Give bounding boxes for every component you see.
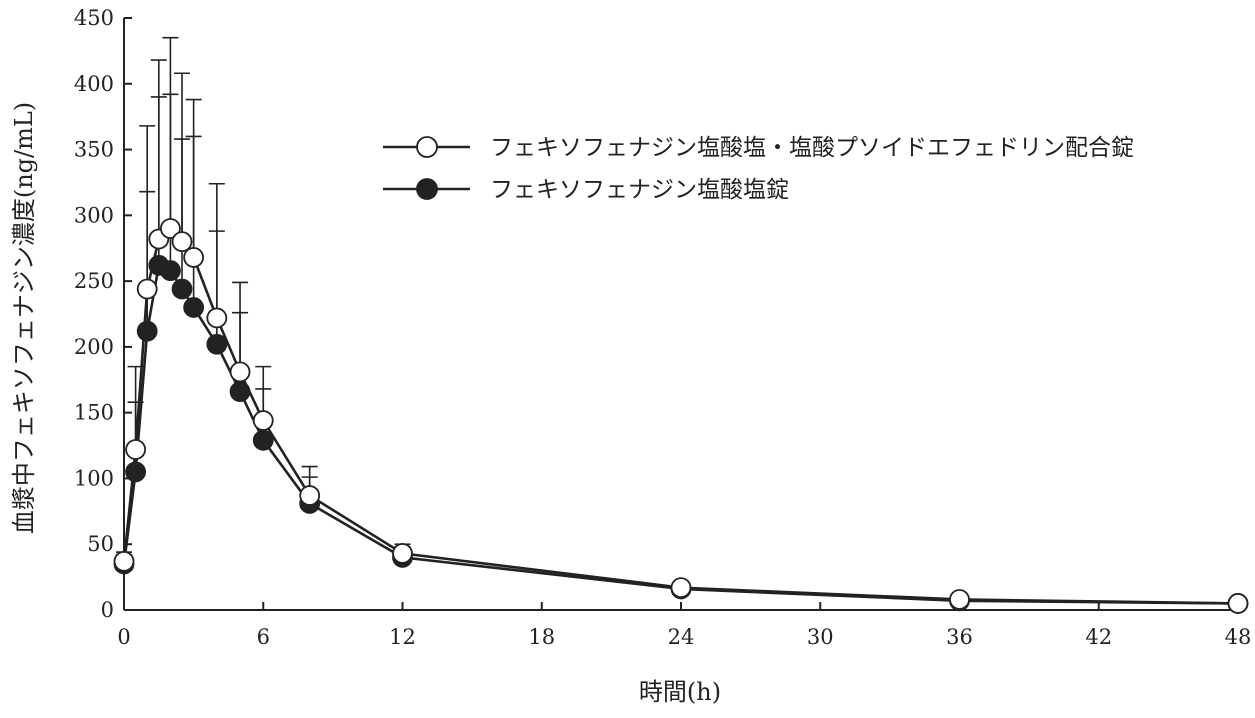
data-point-filled — [252, 429, 274, 451]
x-tick-label: 24 — [668, 625, 695, 649]
data-point-filled — [183, 297, 205, 318]
y-tick-label: 0 — [101, 598, 114, 622]
data-point-open — [183, 247, 205, 268]
y-tick-label: 100 — [74, 466, 114, 490]
data-point-open — [252, 410, 274, 431]
legend-marker — [416, 178, 438, 200]
data-point-open — [160, 218, 181, 239]
data-point-filled — [206, 333, 228, 355]
x-tick-label: 6 — [257, 625, 270, 649]
data-point-open — [229, 361, 251, 383]
y-tick-label: 250 — [74, 269, 114, 293]
data-point-open — [949, 589, 970, 610]
data-point-open — [1227, 593, 1249, 614]
series-line — [122, 263, 1239, 605]
x-tick-label: 12 — [389, 625, 416, 649]
data-point-filled — [125, 461, 147, 483]
x-axis-title: 時間(h) — [639, 678, 721, 706]
y-tick-label: 450 — [74, 6, 114, 30]
data-point-open — [171, 231, 193, 253]
data-point-open — [113, 550, 135, 572]
y-tick-label: 50 — [87, 532, 114, 556]
data-point-open — [299, 485, 321, 506]
legend-label: フェキソフェナジン塩酸塩・塩酸プソイドエフェドリン配合錠 — [490, 135, 1134, 161]
data-point-filled — [136, 320, 158, 342]
y-tick-label: 350 — [74, 138, 114, 162]
x-tick-label: 36 — [946, 625, 973, 649]
data-point-open — [392, 543, 413, 564]
series-line — [122, 226, 1239, 605]
x-tick-label: 0 — [117, 625, 130, 649]
y-tick-label: 400 — [74, 72, 114, 96]
y-tick-label: 200 — [74, 335, 114, 359]
y-tick-label: 150 — [74, 401, 114, 425]
data-point-filled — [160, 260, 181, 281]
legend-label: フェキソフェナジン塩酸塩錠 — [490, 177, 789, 203]
y-tick-label: 300 — [74, 203, 114, 227]
x-tick-label: 42 — [1085, 625, 1112, 649]
data-point-filled — [171, 278, 193, 300]
x-tick-label: 30 — [807, 625, 834, 649]
x-tick-label: 18 — [528, 625, 555, 649]
data-point-open — [670, 577, 692, 599]
data-point-open — [206, 307, 228, 329]
data-point-open — [136, 278, 158, 300]
data-point-open — [125, 439, 147, 460]
x-tick-label: 48 — [1225, 625, 1252, 649]
y-axis-title: 血漿中フェキソフェナジン濃度(ng/mL) — [10, 102, 38, 534]
legend-marker — [416, 136, 438, 158]
data-point-filled — [229, 381, 251, 403]
